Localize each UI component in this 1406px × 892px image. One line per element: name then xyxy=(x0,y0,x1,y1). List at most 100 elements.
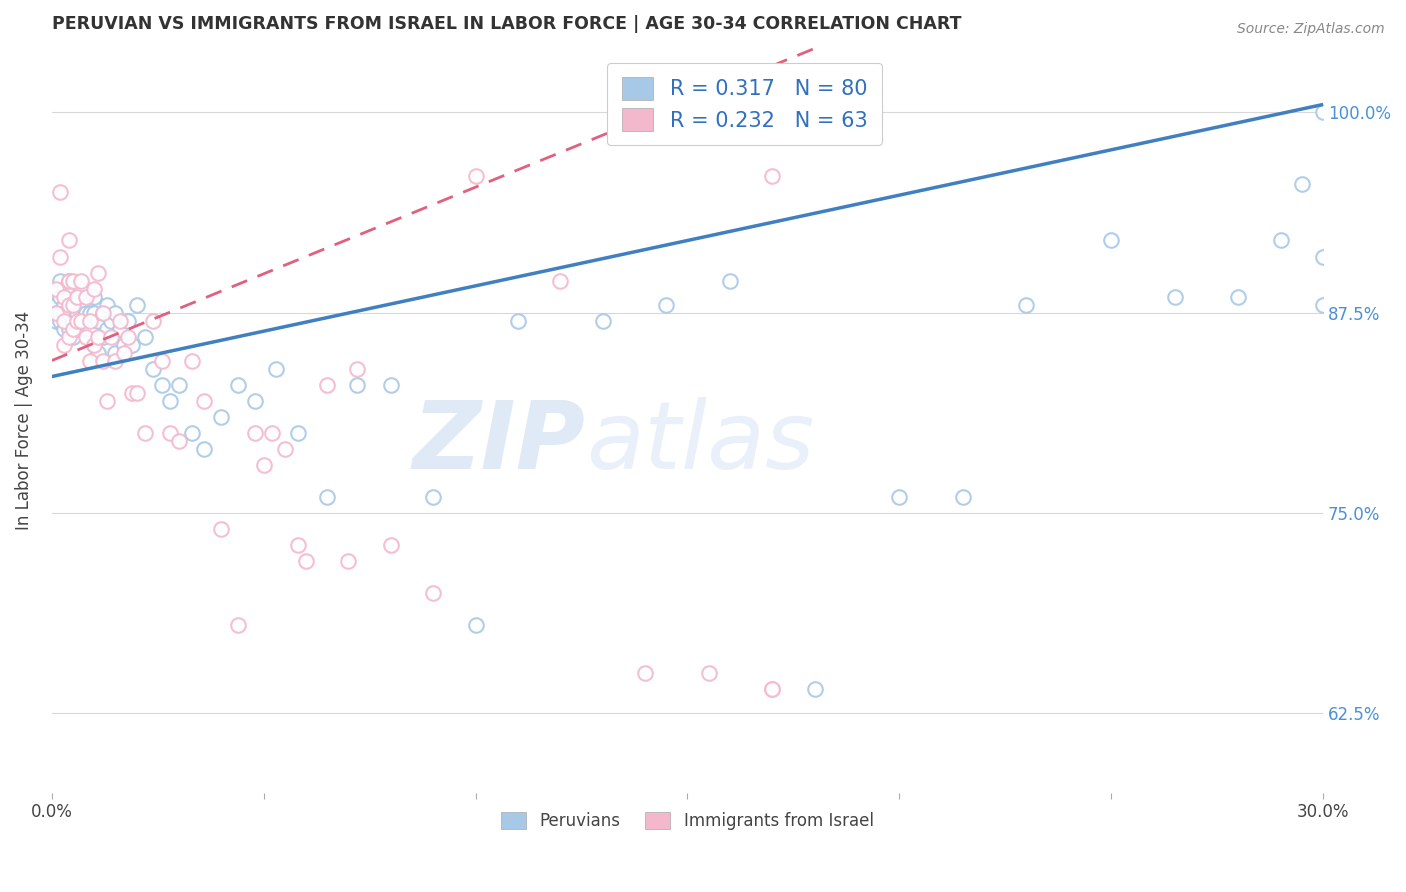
Point xyxy=(62,313,84,327)
Point xyxy=(380,538,402,552)
Point xyxy=(45,281,67,295)
Point xyxy=(422,585,444,599)
Point xyxy=(655,297,678,311)
Point xyxy=(167,377,190,392)
Point xyxy=(58,234,80,248)
Point xyxy=(697,665,720,680)
Point xyxy=(66,305,89,319)
Point xyxy=(125,297,148,311)
Point xyxy=(266,361,288,376)
Point xyxy=(58,273,80,287)
Point xyxy=(634,665,657,680)
Point xyxy=(1312,250,1334,264)
Point xyxy=(62,281,84,295)
Point xyxy=(83,337,105,351)
Point xyxy=(49,186,72,200)
Point xyxy=(134,425,156,440)
Point xyxy=(58,329,80,343)
Point xyxy=(70,273,93,287)
Point xyxy=(112,345,135,359)
Point xyxy=(45,305,67,319)
Point xyxy=(295,553,318,567)
Point xyxy=(62,297,84,311)
Point xyxy=(889,490,911,504)
Point xyxy=(262,425,284,440)
Point xyxy=(592,313,614,327)
Point xyxy=(1270,234,1292,248)
Point xyxy=(180,353,202,368)
Point xyxy=(91,353,114,368)
Point xyxy=(62,329,84,343)
Point xyxy=(53,281,76,295)
Point xyxy=(1015,297,1038,311)
Point xyxy=(243,425,266,440)
Point xyxy=(380,377,402,392)
Point xyxy=(75,289,97,303)
Point xyxy=(66,289,89,303)
Point xyxy=(53,337,76,351)
Point xyxy=(108,321,131,335)
Point xyxy=(58,321,80,335)
Point xyxy=(70,313,93,327)
Point xyxy=(58,297,80,311)
Point xyxy=(761,681,783,696)
Point xyxy=(346,361,368,376)
Point xyxy=(180,425,202,440)
Point xyxy=(243,393,266,408)
Point xyxy=(125,385,148,400)
Point xyxy=(100,329,122,343)
Point xyxy=(96,321,118,335)
Point xyxy=(952,490,974,504)
Point xyxy=(49,289,72,303)
Point xyxy=(193,442,215,456)
Point xyxy=(91,305,114,319)
Point xyxy=(316,377,339,392)
Point xyxy=(75,297,97,311)
Legend: Peruvians, Immigrants from Israel: Peruvians, Immigrants from Israel xyxy=(495,805,880,837)
Point xyxy=(62,321,84,335)
Point xyxy=(53,297,76,311)
Point xyxy=(87,266,110,280)
Point xyxy=(506,313,529,327)
Point xyxy=(287,538,309,552)
Point xyxy=(1312,105,1334,120)
Point xyxy=(79,305,101,319)
Point xyxy=(87,313,110,327)
Point xyxy=(117,313,139,327)
Point xyxy=(1099,234,1122,248)
Point xyxy=(209,409,232,424)
Point xyxy=(87,329,110,343)
Point xyxy=(49,273,72,287)
Point xyxy=(79,353,101,368)
Point xyxy=(53,305,76,319)
Point xyxy=(66,321,89,335)
Point xyxy=(159,393,181,408)
Point xyxy=(316,490,339,504)
Point xyxy=(75,321,97,335)
Point xyxy=(91,305,114,319)
Point xyxy=(45,313,67,327)
Point xyxy=(75,305,97,319)
Point xyxy=(761,169,783,184)
Point xyxy=(193,393,215,408)
Point xyxy=(45,305,67,319)
Point xyxy=(104,345,127,359)
Point xyxy=(287,425,309,440)
Point xyxy=(79,313,101,327)
Point xyxy=(1312,297,1334,311)
Point xyxy=(226,377,249,392)
Point xyxy=(134,329,156,343)
Point xyxy=(550,273,572,287)
Point xyxy=(83,305,105,319)
Point xyxy=(1227,289,1250,303)
Point xyxy=(66,313,89,327)
Point xyxy=(121,385,143,400)
Point xyxy=(53,321,76,335)
Point xyxy=(464,617,486,632)
Point xyxy=(337,553,360,567)
Point xyxy=(87,345,110,359)
Point xyxy=(150,353,173,368)
Point xyxy=(49,313,72,327)
Text: PERUVIAN VS IMMIGRANTS FROM ISRAEL IN LABOR FORCE | AGE 30-34 CORRELATION CHART: PERUVIAN VS IMMIGRANTS FROM ISRAEL IN LA… xyxy=(52,15,962,33)
Point xyxy=(79,321,101,335)
